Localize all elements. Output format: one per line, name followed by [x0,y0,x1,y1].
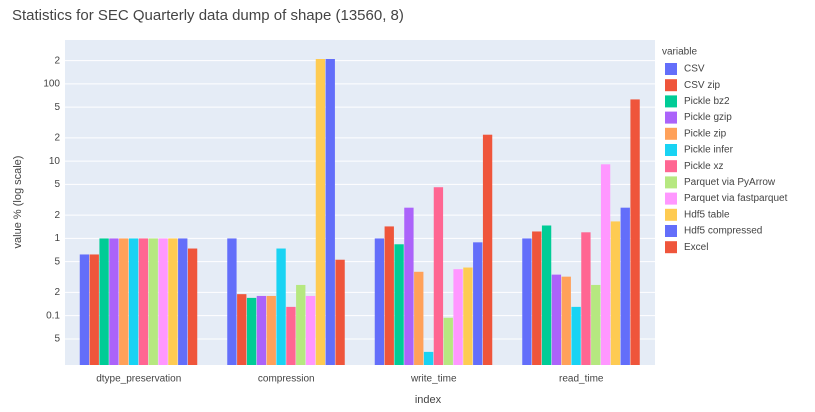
bar [463,267,473,365]
bar [551,274,562,365]
y-tick-label: 10 [49,156,61,167]
x-tick-label: compression [258,374,315,385]
bar [600,164,611,365]
bar [581,232,591,365]
y-tick-label: 0.1 [46,310,60,321]
bar [384,226,394,365]
bar [227,238,237,365]
x-tick-label: write_time [410,374,457,385]
bar [305,295,316,365]
legend-label: Pickle gzip [684,112,732,123]
bar [148,238,158,365]
legend-label: CSV zip [684,80,721,91]
bar [620,207,630,365]
legend-swatch [665,127,677,140]
bar [404,207,414,365]
bar [473,242,483,365]
legend-label: Pickle xz [684,161,723,172]
bar [414,271,424,365]
bar [325,59,335,365]
bar [335,259,345,365]
bar [89,254,99,365]
bar [591,284,601,365]
bar [423,351,434,365]
legend-label: Pickle bz2 [684,96,730,107]
bar [109,238,119,365]
legend-label: Hdf5 compressed [684,226,762,237]
y-tick-label: 2 [54,287,60,298]
bar [178,238,188,365]
bar [99,238,109,365]
legend-swatch [665,160,677,173]
x-tick-label: read_time [559,374,604,385]
legend-title: variable [662,47,697,58]
legend-swatch [665,241,677,254]
legend-swatch [665,192,677,205]
bar [443,317,453,365]
bar [79,254,90,365]
y-tick-label: 2 [54,210,60,221]
bar [276,248,286,365]
bar [541,225,552,365]
bar [374,238,385,365]
x-axis-title: index [415,394,442,406]
bar [266,295,276,365]
legend-swatch [665,95,677,108]
bar [394,244,404,365]
bar [453,269,463,365]
legend-label: Pickle zip [684,128,727,139]
bar [522,238,532,365]
bar [315,59,326,365]
bar [237,294,247,365]
legend-label: Pickle infer [684,145,734,156]
bar [482,134,493,365]
bar [158,238,168,365]
bar [138,238,149,365]
bar [187,248,198,365]
y-axis-title: value % (log scale) [12,156,24,249]
bar [119,238,129,365]
bar [433,187,444,365]
bar [296,284,306,365]
x-tick-label: dtype_preservation [96,374,181,385]
y-tick-label: 100 [43,79,60,90]
bar [246,297,257,365]
legend-label: Hdf5 table [684,209,730,220]
y-tick-label: 5 [54,179,60,190]
legend-label: CSV [684,64,705,75]
legend-swatch [665,111,677,124]
bar [256,295,267,365]
legend-label: Parquet via PyArrow [684,177,776,188]
bar [610,221,621,365]
bar [532,231,542,365]
y-tick-label: 2 [54,133,60,144]
y-tick-label: 5 [54,334,60,345]
legend-swatch [665,79,677,92]
bar [561,276,571,365]
legend-swatch [665,176,677,189]
bar [571,306,581,365]
chart-title: Statistics for SEC Quarterly data dump o… [12,7,404,24]
bar [168,238,178,365]
legend-label: Parquet via fastparquet [684,193,788,204]
legend-swatch [665,225,677,237]
legend-swatch [665,208,677,221]
y-tick-label: 5 [54,256,60,267]
bar [128,238,139,365]
legend-swatch [665,144,677,156]
legend-label: Excel [684,242,708,253]
bar [630,99,640,365]
legend-swatch [665,63,677,75]
bar [286,306,296,365]
y-tick-label: 1 [54,233,60,244]
y-tick-label: 5 [54,102,60,113]
y-tick-label: 2 [54,55,60,66]
